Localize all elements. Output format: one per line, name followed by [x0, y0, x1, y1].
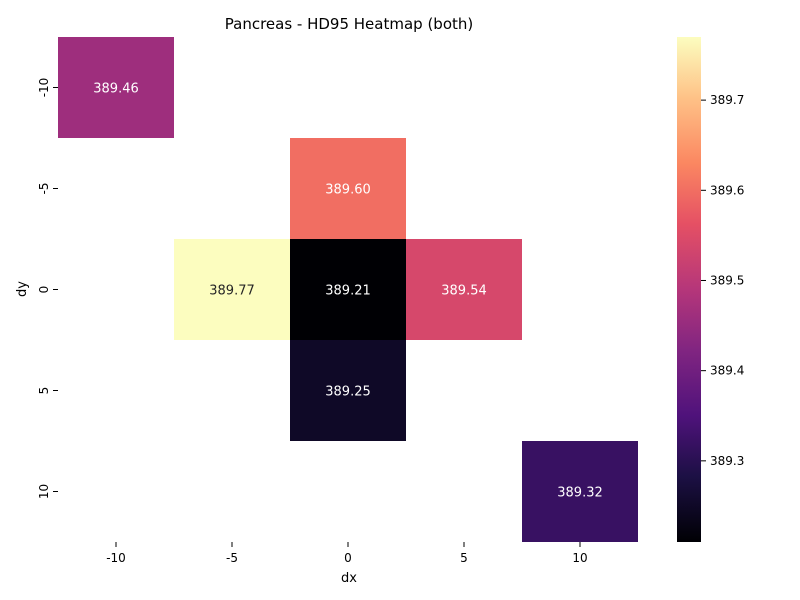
x-axis: -10 -5 0 5 10: [106, 542, 588, 565]
chart-title: Pancreas - HD95 Heatmap (both): [225, 15, 474, 33]
colorbar-tick-label: 389.5: [710, 273, 744, 287]
x-tick-label: -10: [106, 551, 126, 565]
cell-value-label: 389.25: [325, 385, 371, 400]
x-tick-label: 10: [572, 551, 587, 565]
cell-value-label: 389.77: [209, 284, 255, 299]
heatmap-cell: [174, 239, 290, 340]
heatmap-cell: [290, 239, 406, 340]
cell-value-label: 389.46: [93, 82, 139, 97]
cell-value-label: 389.32: [557, 486, 603, 501]
colorbar: 389.3 389.4 389.5 389.6 389.7: [677, 37, 744, 542]
heatmap-cell: [290, 138, 406, 239]
x-tick-label: -5: [226, 551, 238, 565]
heatmap-cell: [58, 37, 174, 138]
colorbar-tick-label: 389.4: [710, 364, 744, 378]
colorbar-tick-label: 389.7: [710, 93, 744, 107]
cell-value-label: 389.60: [325, 183, 371, 198]
cell-value-label: 389.54: [441, 284, 487, 299]
y-tick-label: 10: [37, 484, 51, 499]
heatmap-cell: [290, 340, 406, 441]
y-tick-label: -5: [37, 183, 51, 195]
x-tick-label: 5: [460, 551, 468, 565]
cell-value-label: 389.21: [325, 284, 371, 299]
y-tick-label: -10: [37, 78, 51, 98]
y-axis: -10 -5 0 5 10: [37, 78, 58, 499]
x-tick-label: 0: [344, 551, 352, 565]
colorbar-tick-label: 389.3: [710, 454, 744, 468]
colorbar-gradient: [677, 37, 701, 542]
x-axis-label: dx: [341, 571, 357, 586]
y-tick-label: 5: [37, 387, 51, 395]
heatmap-cell: [522, 441, 638, 542]
y-tick-label: 0: [37, 286, 51, 294]
heatmap-cell: [406, 239, 522, 340]
heatmap-cells: 389.46 389.60 389.77 389.21 389.54 389.25 389.…: [58, 37, 638, 542]
y-axis-label: dy: [15, 281, 30, 297]
colorbar-tick-label: 389.6: [710, 183, 744, 197]
